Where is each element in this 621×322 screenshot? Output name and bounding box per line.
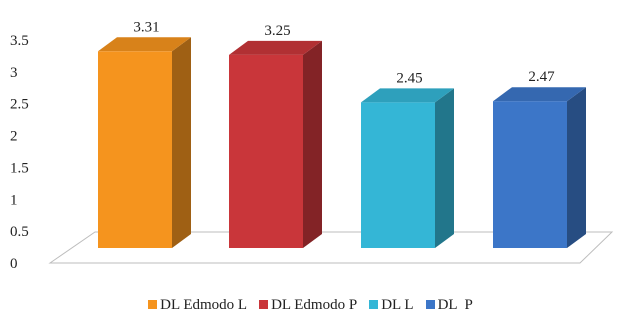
legend: DL Edmodo L DL Edmodo P DL L DL P xyxy=(0,297,621,314)
bar-top xyxy=(493,87,586,102)
legend-label: DL L xyxy=(381,297,414,313)
legend-label: DL Edmodo L xyxy=(160,297,248,313)
legend-label: DL Edmodo P xyxy=(271,297,358,313)
bar-side xyxy=(172,37,191,248)
bar xyxy=(229,54,303,248)
y-tick-label: 2.5 xyxy=(10,97,29,113)
y-tick-label: 1 xyxy=(10,192,18,208)
data-label: 3.31 xyxy=(133,19,159,35)
bar-top xyxy=(229,40,322,55)
bar-top xyxy=(98,37,191,52)
bar xyxy=(493,101,567,248)
bar xyxy=(98,51,172,248)
legend-item: DL Edmodo L xyxy=(148,297,247,314)
y-tick-label: 1.5 xyxy=(10,160,29,176)
y-tick-label: 3 xyxy=(10,65,18,81)
legend-item: DL Edmodo P xyxy=(259,297,357,314)
bar-side xyxy=(435,88,454,249)
legend-item: DL P xyxy=(425,297,473,314)
y-tick-label: 0.5 xyxy=(10,224,29,240)
legend-item: DL L xyxy=(369,297,414,314)
bar-side xyxy=(303,40,322,248)
data-label: 3.25 xyxy=(264,23,290,39)
legend-label: DL P xyxy=(437,297,473,313)
floor-plane xyxy=(48,231,614,264)
y-tick-label: 0 xyxy=(10,256,18,272)
legend-swatch xyxy=(369,300,379,309)
bar-top xyxy=(361,88,454,103)
data-label: 2.45 xyxy=(396,70,422,86)
y-tick-label: 2 xyxy=(10,129,18,145)
legend-swatch xyxy=(259,300,269,309)
bar-side xyxy=(567,87,586,248)
legend-swatch xyxy=(148,300,158,309)
legend-swatch xyxy=(425,300,435,309)
y-tick-label: 3.5 xyxy=(10,33,29,49)
bar xyxy=(361,102,435,249)
data-label: 2.47 xyxy=(528,69,555,85)
